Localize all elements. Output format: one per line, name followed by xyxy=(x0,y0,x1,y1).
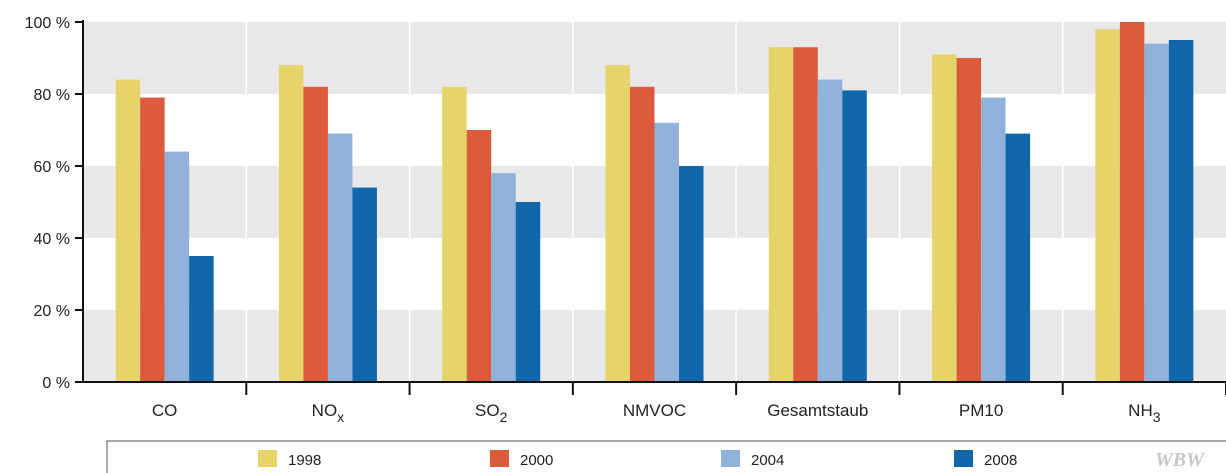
bar xyxy=(1005,133,1031,382)
y-tick-labels: 0 % 20 % 40 % 60 % 80 % 100 % xyxy=(25,15,70,392)
legend: 1998 2000 2004 2008 xyxy=(106,440,1226,473)
bar xyxy=(1144,43,1169,382)
bar xyxy=(466,130,492,382)
bar xyxy=(515,202,541,382)
legend-box xyxy=(106,440,1226,473)
bar xyxy=(981,97,1006,382)
publisher-logo: WBW xyxy=(1155,449,1205,471)
bar xyxy=(115,79,141,382)
bar xyxy=(1119,22,1145,382)
y-tick-label: 60 % xyxy=(34,159,70,176)
grid-band xyxy=(83,22,1226,94)
category-label: CO xyxy=(152,401,178,420)
bars xyxy=(115,22,1194,383)
bar xyxy=(189,256,214,382)
legend-swatch xyxy=(490,450,509,467)
bar xyxy=(442,86,467,383)
axes xyxy=(75,20,1226,395)
legend-swatch xyxy=(954,450,973,467)
legend-label: 2008 xyxy=(984,452,1017,469)
bar xyxy=(793,47,818,382)
legend-label: 2000 xyxy=(520,452,553,469)
bar xyxy=(817,79,843,382)
x-category-labels: CO NOx SO2 NMVOC Gesamtstaub PM10 NH3 xyxy=(152,401,1161,425)
bar xyxy=(679,166,704,382)
y-tick-label: 20 % xyxy=(34,303,70,320)
bar xyxy=(164,151,190,382)
legend-label: 2004 xyxy=(751,452,784,469)
bar xyxy=(768,47,794,382)
category-label: NH3 xyxy=(1128,401,1161,425)
legend-label: 1998 xyxy=(288,452,321,469)
bar xyxy=(630,86,655,383)
bar xyxy=(352,187,377,382)
bar xyxy=(1095,29,1120,382)
bar xyxy=(956,58,982,382)
category-label: NOx xyxy=(312,401,345,425)
category-label: NMVOC xyxy=(623,401,686,420)
bar xyxy=(140,97,165,382)
bar xyxy=(303,86,328,383)
y-tick-label: 100 % xyxy=(25,15,70,32)
category-label: PM10 xyxy=(959,401,1003,420)
bar xyxy=(327,133,353,382)
y-tick-label: 40 % xyxy=(34,231,70,248)
bar xyxy=(491,173,516,382)
y-tick-label: 0 % xyxy=(42,375,70,392)
category-label: Gesamtstaub xyxy=(767,401,868,420)
bar xyxy=(278,65,304,382)
bar xyxy=(932,54,957,383)
bar xyxy=(842,90,867,383)
legend-swatch xyxy=(721,450,740,467)
bar xyxy=(1168,40,1194,382)
y-tick-label: 80 % xyxy=(34,87,70,104)
bar xyxy=(654,122,679,383)
category-label: SO2 xyxy=(475,401,508,425)
legend-swatch xyxy=(258,450,277,467)
bar xyxy=(605,65,630,382)
